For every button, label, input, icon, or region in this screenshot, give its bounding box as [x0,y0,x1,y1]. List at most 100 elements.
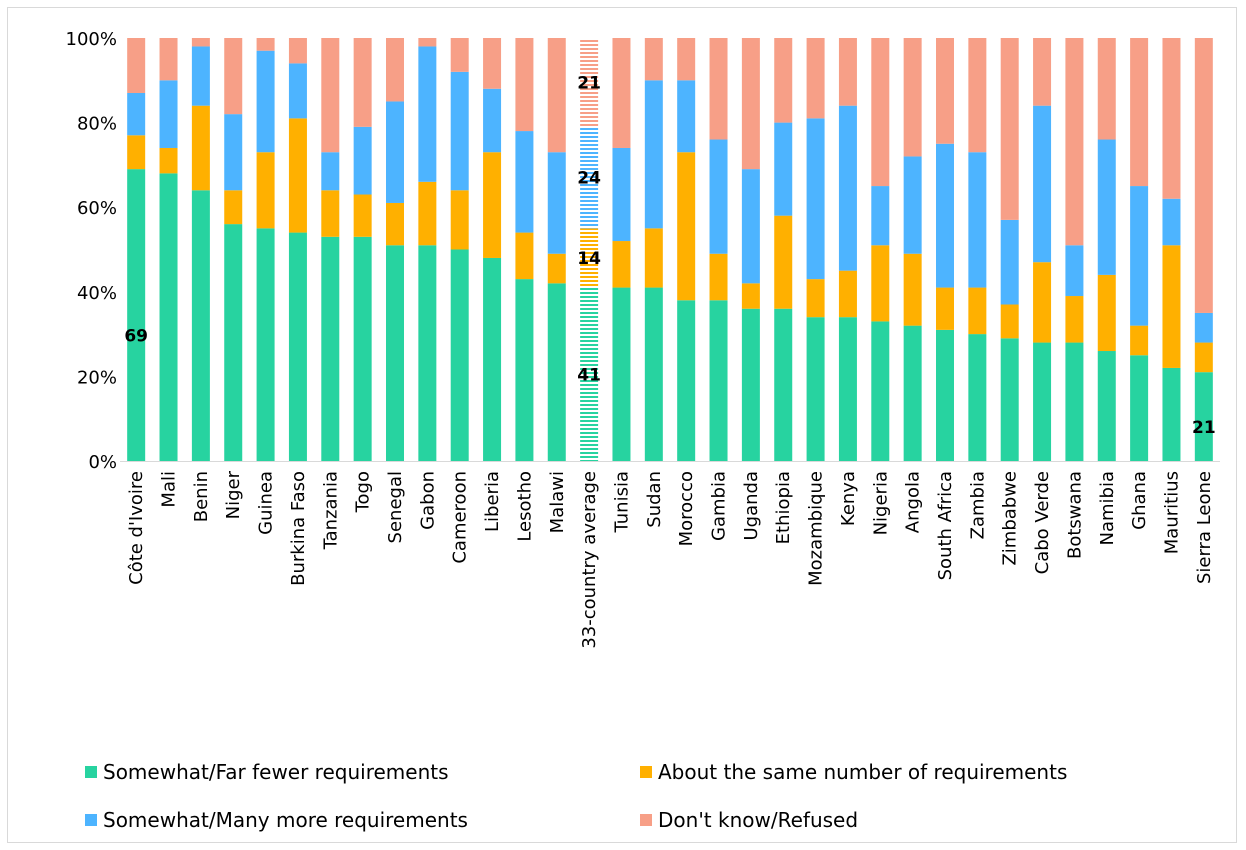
bar-segment [903,38,922,157]
legend-swatch-dontknow [640,814,652,826]
x-tick-label: Tanzania [320,471,341,550]
bar-segment [1162,198,1181,246]
bar-segment [353,126,372,195]
bar-segment [612,147,631,242]
bar-segment [450,71,469,191]
bar-segment [936,329,954,461]
legend-item-fewer: Somewhat/Far fewer requirements [85,760,449,784]
x-tick-label: Angola [903,471,924,533]
x-tick-label: Benin [191,471,212,522]
bar-segment [774,308,793,461]
legend-item-more: Somewhat/Many more requirements [85,808,468,832]
bar-segment [515,131,534,233]
bar-segment [1000,219,1019,305]
bar-segment [612,38,631,148]
bar-segment [838,38,857,106]
bar-segment [547,152,566,254]
bar-segment [515,38,534,132]
bar-segment [871,245,890,322]
bar-segment [871,38,890,187]
bar-segment [418,245,437,461]
x-tick-label: Ethiopia [773,471,794,544]
data-label: 41 [577,365,601,385]
bar-segment [288,118,307,233]
bar-segment [903,156,922,254]
bar-segment [256,152,275,229]
bar-segment [450,249,469,461]
bar-segment [1194,312,1213,343]
legend-item-dontknow: Don't know/Refused [640,808,858,832]
bar-segment [677,300,696,461]
bar-segment [1194,372,1213,461]
bar-segment [483,257,502,461]
bar-segment [1130,325,1149,356]
bar-segment [838,270,857,318]
bar-segment [936,287,954,330]
bar-segment [288,38,307,64]
legend-swatch-more [85,814,97,826]
bar-segment [709,253,728,301]
bar-segment [644,228,663,288]
bar-segment [483,38,502,89]
data-label: 24 [577,169,601,189]
bar-segment [774,38,793,123]
bar-segment [774,122,793,216]
bar-segment [483,88,502,153]
bar-segment [1065,342,1084,461]
bar-segment [256,50,275,153]
legend-label-dontknow: Don't know/Refused [658,808,859,832]
bar-segment [1033,38,1052,106]
bar-segment [1000,338,1019,461]
bar-segment [968,287,987,335]
bar-segment [741,169,760,284]
data-label: 14 [577,249,601,269]
bar-segment [1097,351,1116,461]
x-tick-label: Malawi [547,471,568,533]
y-tick-label: 40% [77,283,117,304]
y-tick-label: 80% [77,114,117,135]
bar-segment [224,224,243,461]
bar-segment [191,46,210,106]
x-tick-label: Guinea [256,471,277,535]
bar-segment [709,300,728,461]
bar-segment [936,143,954,288]
bar-segment [1065,296,1084,343]
bar-segment [1033,342,1052,461]
bar-segment [1065,245,1084,297]
bar-segment [386,101,404,203]
bar-segment [224,38,243,115]
legend-label-fewer: Somewhat/Far fewer requirements [103,760,449,784]
bar-segment [353,38,372,127]
bar-segment [224,190,243,225]
data-label: 21 [577,73,601,93]
data-label: 21 [1192,418,1216,438]
x-tick-label: Ghana [1129,471,1150,530]
bar-segment [1194,342,1213,373]
bar-segment [159,147,178,174]
bar-segment [418,38,437,47]
bar-segment [806,38,825,119]
bar-segment [806,118,825,280]
x-tick-label: Côte d'Ivoire [126,471,147,585]
y-tick-label: 20% [77,367,117,388]
x-tick-label: Tunisia [611,471,632,534]
bar-segment [515,232,534,280]
x-tick-label: Togo [353,471,374,513]
bar-segment [838,105,857,271]
bar-segment [709,38,728,140]
bar-segment [127,169,146,461]
y-tick-label: 60% [77,198,117,219]
bar-segment [450,190,469,250]
bar-segment [1130,355,1149,461]
bar-segment [321,152,340,191]
bar-segment [450,38,469,72]
data-label: 69 [124,326,148,346]
bar-segment [159,80,178,148]
bar-segment [903,253,922,326]
bar-segment [256,38,275,51]
bar-segment [741,283,760,309]
bar-segment [1130,186,1149,326]
bar-segment [418,181,437,246]
bar-segment [547,283,566,461]
